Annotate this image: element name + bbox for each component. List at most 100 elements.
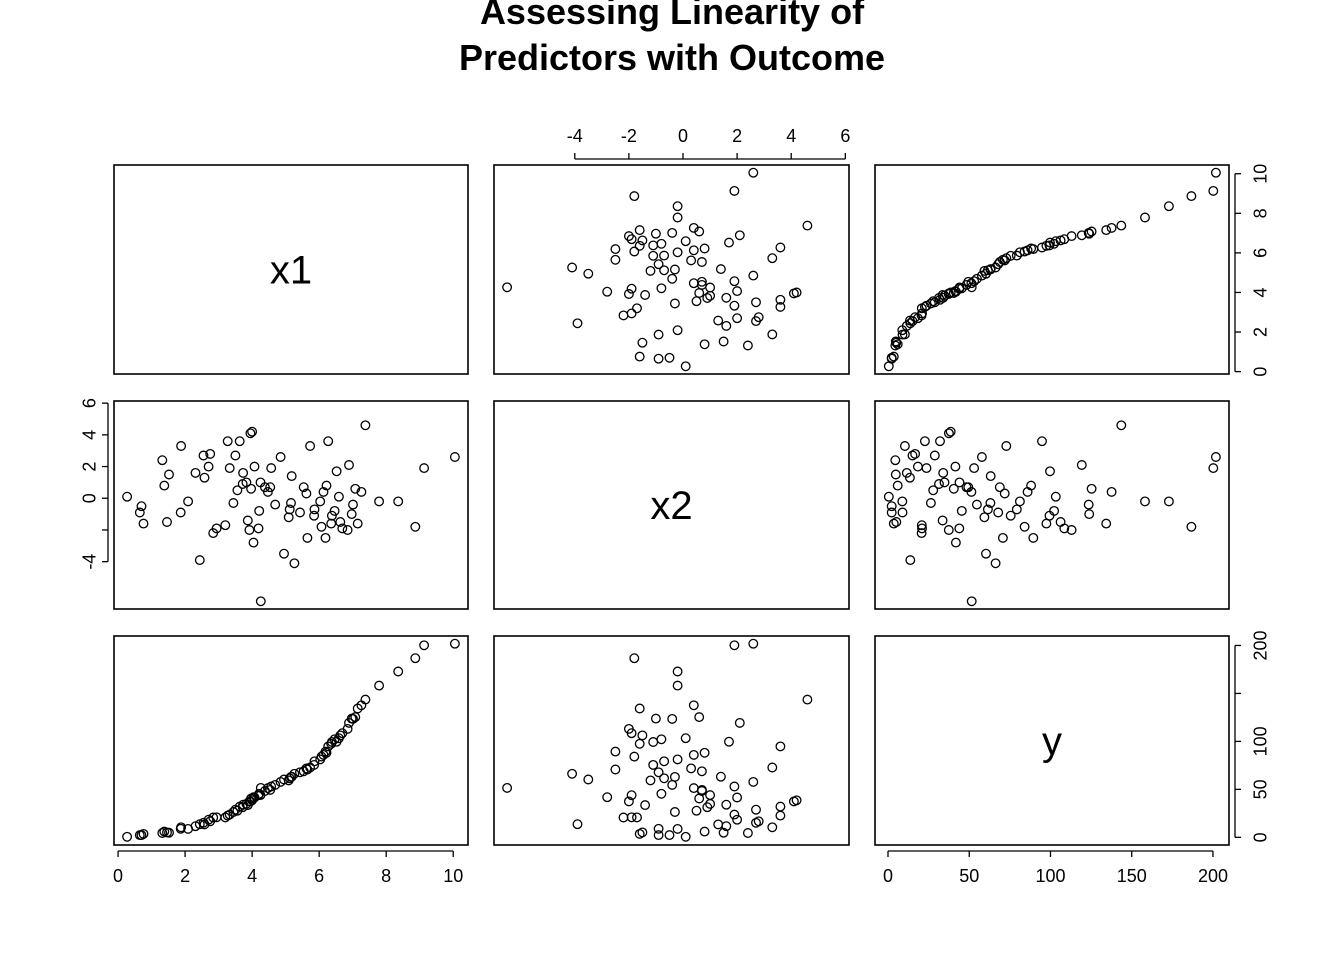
- point-x2-vs-x1: [286, 471, 297, 482]
- point-y-vs-x2: [656, 788, 667, 799]
- point-x1-vs-x2: [732, 313, 743, 324]
- point-y-vs-x2: [705, 790, 716, 801]
- point-x2-vs-y: [954, 523, 965, 534]
- point-y-vs-x2: [626, 790, 637, 801]
- point-y-vs-x2: [618, 812, 629, 823]
- point-y-vs-x1: [342, 723, 353, 734]
- point-y-vs-x2: [753, 816, 764, 827]
- point-x1-vs-x2: [653, 353, 664, 364]
- point-x1-vs-x2: [632, 303, 642, 314]
- point-x2-vs-y: [1005, 510, 1016, 521]
- chart-title-line-2: Predictors with Outcome: [458, 37, 886, 78]
- point-y-vs-x2: [583, 774, 594, 785]
- point-x1-vs-x2: [629, 246, 640, 257]
- point-x1-vs-y: [985, 264, 996, 275]
- point-x2-vs-x1: [286, 498, 296, 508]
- point-x2-vs-x1: [279, 548, 289, 559]
- point-x1-vs-x2: [634, 225, 645, 236]
- point-x1-vs-x2: [672, 247, 683, 258]
- point-x1-vs-x2: [705, 282, 716, 293]
- point-x1-vs-x2: [634, 240, 645, 251]
- point-x2-vs-y: [1050, 491, 1061, 502]
- point-x1-vs-x2: [767, 329, 778, 340]
- point-x1-vs-x2: [680, 361, 691, 372]
- panel-frame-y-x1: [113, 635, 469, 846]
- point-x2-vs-y: [929, 450, 940, 461]
- point-x2-vs-x1: [419, 463, 430, 474]
- point-x1-vs-x2: [567, 262, 578, 273]
- point-x1-vs-x2: [672, 212, 683, 223]
- point-y-vs-x2: [667, 713, 678, 724]
- point-y-vs-x2: [751, 804, 761, 815]
- point-x1-vs-y: [1116, 220, 1127, 231]
- bottom-axis-tick-label-y: 0: [883, 866, 893, 886]
- point-x2-vs-x1: [331, 466, 342, 477]
- bottom-axis-tick-label-y: 150: [1117, 866, 1147, 886]
- point-x1-vs-x2: [686, 255, 697, 266]
- point-y-vs-x2: [650, 713, 661, 724]
- right-axis-tick-label-y: 50: [1250, 779, 1270, 799]
- right-axis-tick-label-x1: 4: [1250, 287, 1270, 297]
- panel-frame-x2-x1: [113, 400, 469, 610]
- right-axis-tick-label-y: 0: [1250, 832, 1270, 842]
- point-x2-vs-x1: [230, 450, 241, 461]
- point-x1-vs-y: [1005, 250, 1016, 261]
- point-y-vs-x2: [659, 756, 670, 767]
- top-axis-tick-label-x2: 4: [786, 126, 796, 146]
- point-x2-vs-y: [912, 461, 923, 472]
- top-axis-tick-label-x2: 2: [732, 126, 742, 146]
- point-x1-vs-x2: [610, 254, 621, 265]
- point-y-vs-x2: [718, 827, 729, 838]
- point-x1-vs-x2: [653, 259, 664, 270]
- point-x1-vs-y: [925, 298, 936, 309]
- point-y-vs-x2: [729, 781, 740, 792]
- point-x1-vs-x2: [629, 191, 640, 202]
- panel-frame-x1-y: [874, 164, 1230, 375]
- point-x1-vs-x2: [667, 273, 678, 284]
- point-y-vs-x2: [672, 823, 683, 834]
- point-y-vs-x2: [696, 766, 707, 777]
- right-axis-tick-label-x1: 10: [1250, 164, 1270, 184]
- point-x1-vs-x2: [653, 329, 664, 340]
- point-x1-vs-x2: [732, 286, 743, 297]
- point-x2-vs-y: [948, 483, 959, 494]
- point-y-vs-x1: [136, 830, 147, 841]
- point-y-vs-x2: [640, 800, 651, 811]
- right-axis-tick-label-y: 200: [1250, 630, 1270, 660]
- point-x2-vs-x1: [246, 483, 257, 494]
- point-y-vs-x2: [775, 810, 786, 821]
- point-x2-vs-y: [1116, 420, 1127, 431]
- left-axis-tick-label-x2: -4: [79, 554, 99, 570]
- point-x1-vs-x2: [702, 293, 713, 303]
- point-x1-vs-x2: [721, 292, 732, 303]
- point-x1-vs-x2: [775, 242, 786, 253]
- right-axis-tick-label-x1: 8: [1250, 208, 1270, 218]
- point-x1-vs-x2: [699, 339, 710, 350]
- point-x2-vs-x1: [329, 505, 340, 516]
- point-x1-vs-x2: [699, 243, 710, 254]
- point-x2-vs-y: [1076, 460, 1087, 470]
- point-x1-vs-x2: [734, 230, 745, 241]
- point-x1-vs-x2: [659, 250, 670, 261]
- point-y-vs-x2: [648, 759, 659, 770]
- point-y-vs-x2: [691, 805, 702, 816]
- point-x2-vs-y: [904, 472, 915, 483]
- point-y-vs-x2: [672, 754, 683, 765]
- point-x1-vs-y: [1026, 243, 1037, 254]
- point-x1-vs-x2: [626, 234, 637, 245]
- point-x2-vs-x1: [356, 486, 367, 497]
- bottom-axis-tick-label-y: 200: [1198, 866, 1228, 886]
- point-x1-vs-y: [1101, 225, 1112, 236]
- bottom-axis-tick-label-x1: 8: [381, 866, 391, 886]
- bottom-axis-tick-label-y: 100: [1035, 866, 1065, 886]
- point-y-vs-x1: [176, 822, 187, 833]
- point-x2-vs-y: [997, 532, 1008, 543]
- point-x2-vs-x1: [298, 482, 309, 493]
- point-y-vs-x2: [734, 717, 745, 728]
- point-x1-vs-y: [1037, 242, 1047, 253]
- point-x1-vs-x2: [724, 237, 734, 248]
- point-y-vs-x2: [645, 775, 656, 786]
- point-x2-vs-x1: [326, 510, 337, 521]
- point-x2-vs-x1: [449, 452, 460, 462]
- point-x2-vs-y: [890, 469, 901, 480]
